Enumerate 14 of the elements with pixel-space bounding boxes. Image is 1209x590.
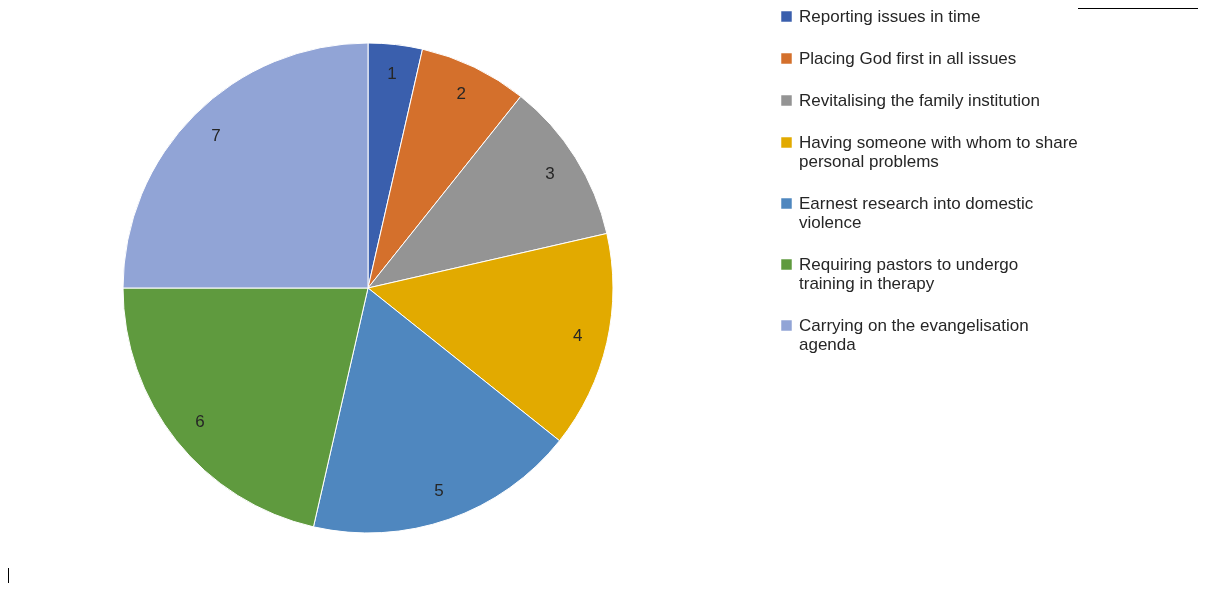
data-label: 4: [572, 325, 583, 345]
legend-label: Placing God first in all issues: [799, 48, 1017, 68]
legend-label: Reporting issues in time: [799, 6, 981, 26]
data-label: 7: [211, 125, 221, 145]
legend-label: Requiring pastors to undergo training in therapy: [799, 254, 1019, 293]
data-label: 2: [456, 84, 467, 104]
data-label: 5: [434, 480, 444, 500]
data-label: 3: [545, 163, 555, 183]
legend-label: Having someone with whom to share personal problems: [799, 132, 1078, 171]
data-label: 6: [195, 412, 205, 432]
legend-label: Earnest research into domestic violence: [799, 193, 1034, 232]
legend-label: Revitalising the family institution: [799, 90, 1040, 110]
legend-label: Carrying on the evangelisation agenda: [799, 315, 1029, 354]
data-label: 1: [387, 64, 397, 84]
